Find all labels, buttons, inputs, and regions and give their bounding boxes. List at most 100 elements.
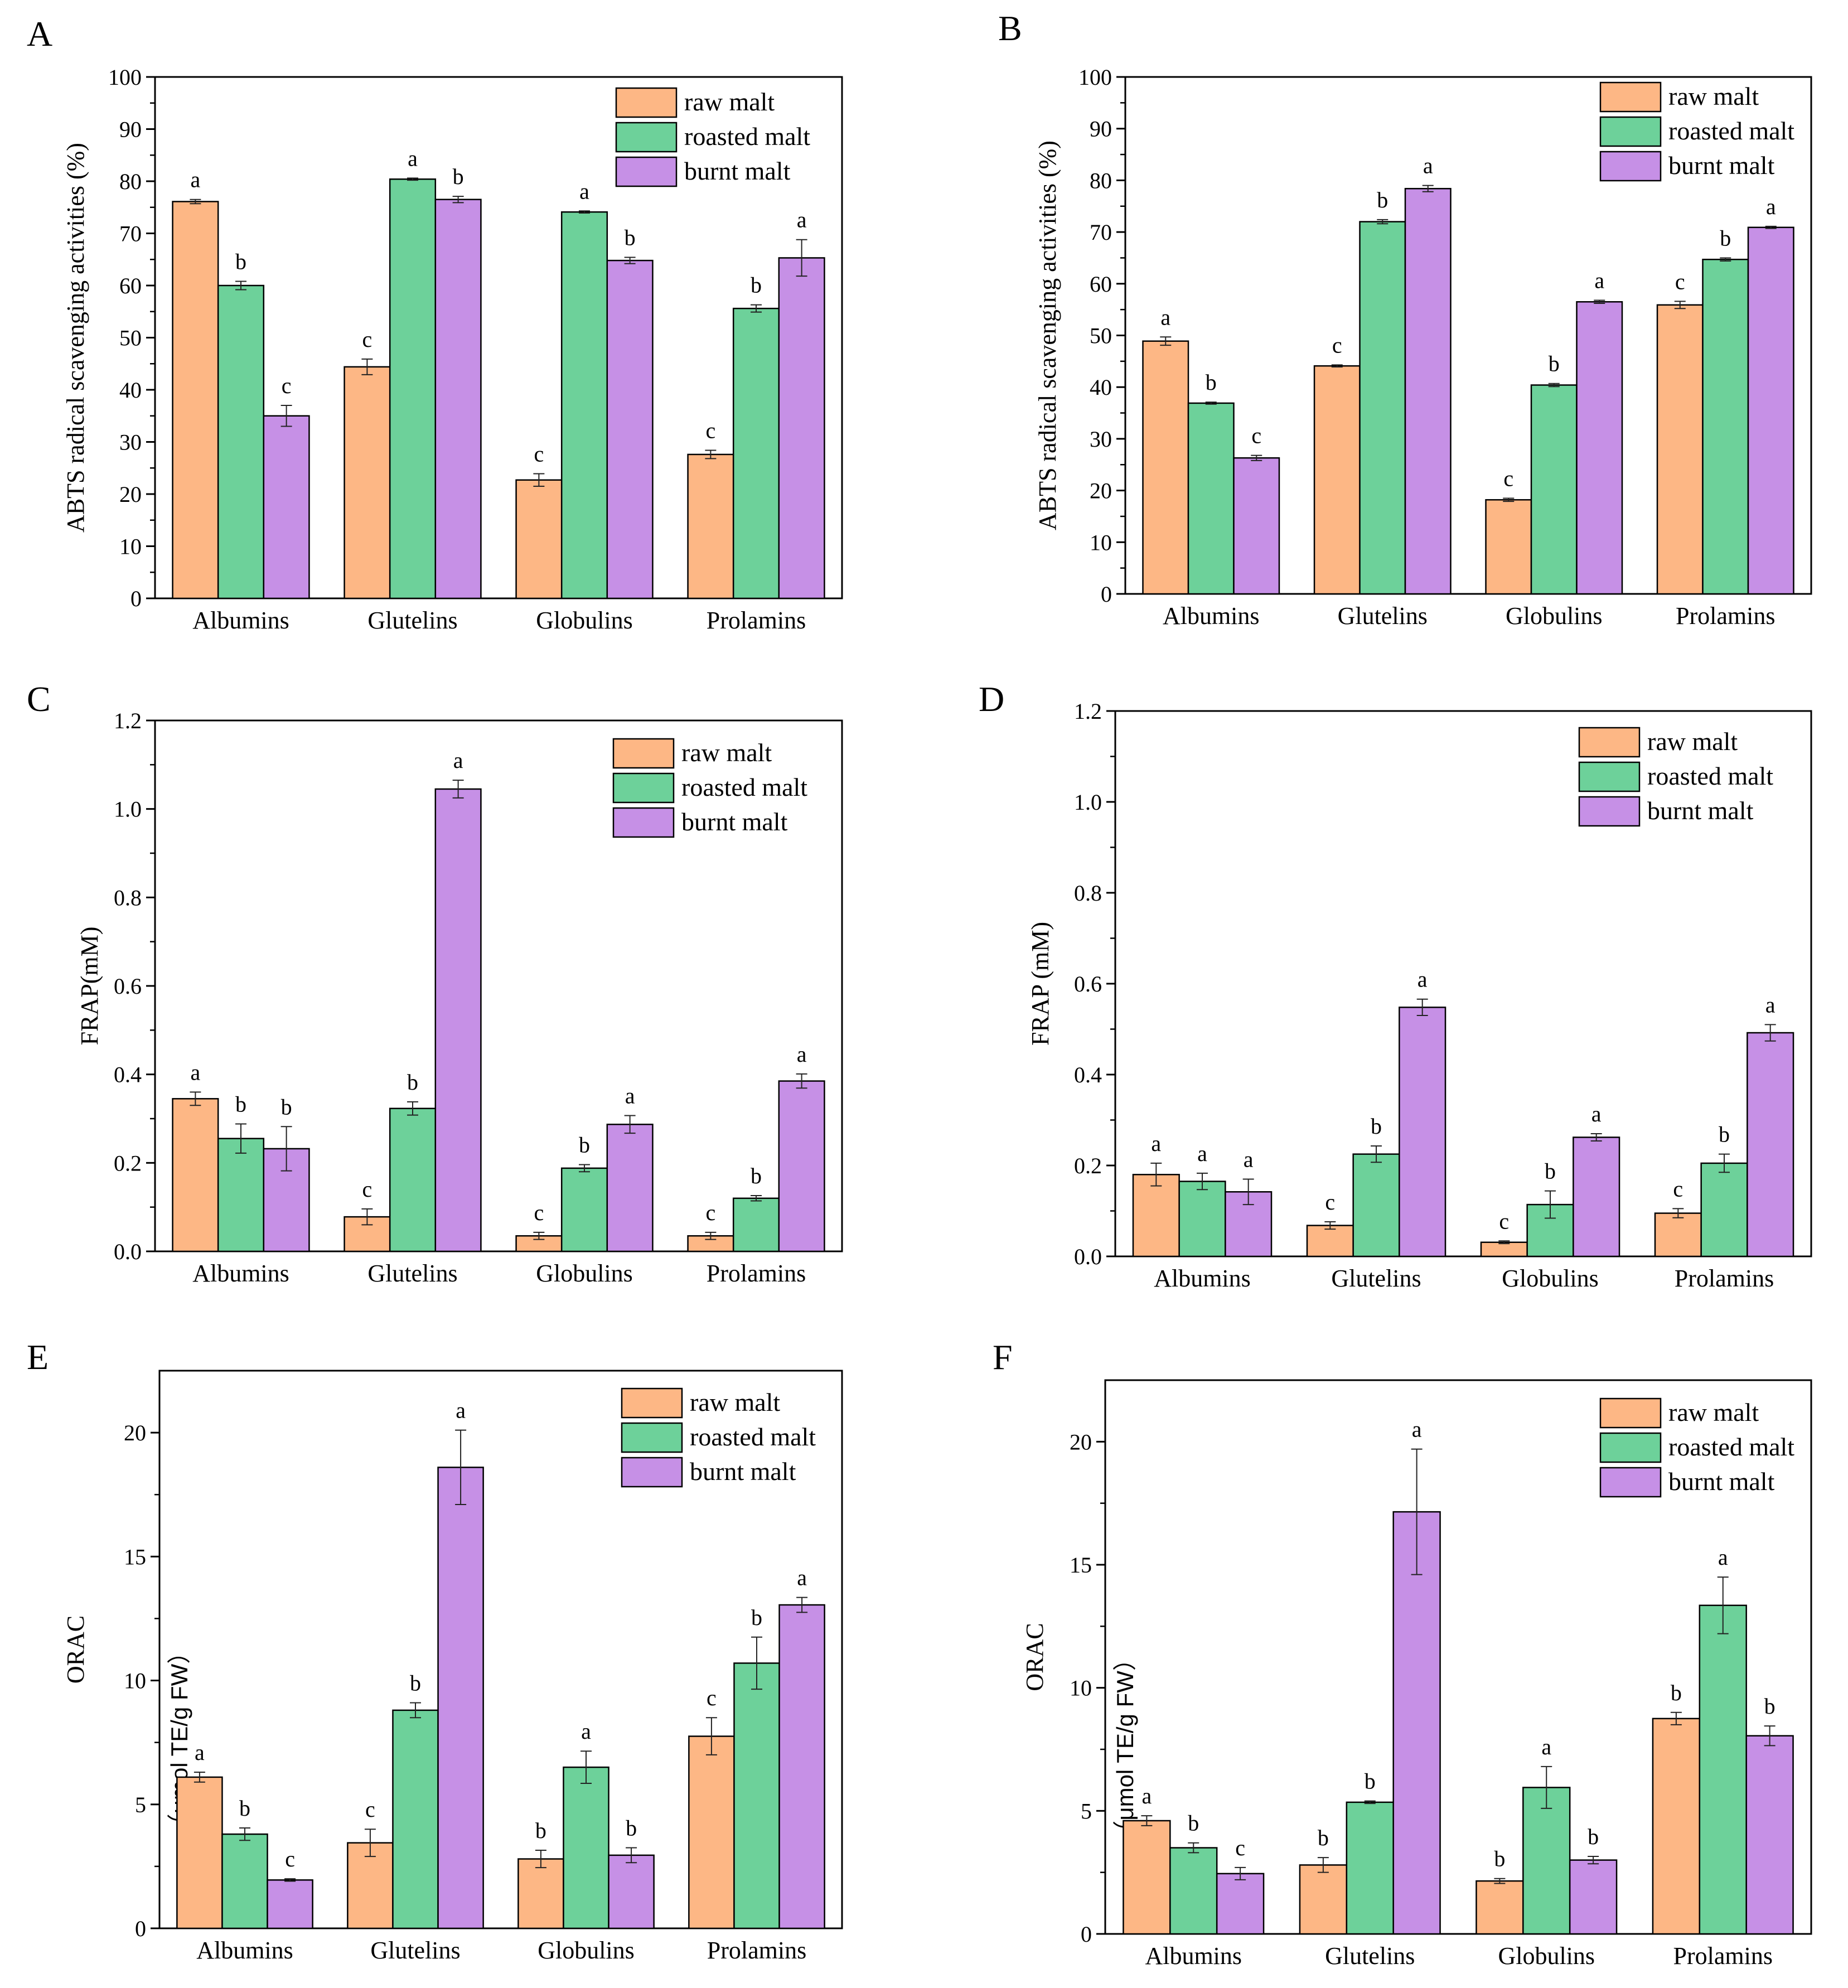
y-tick-label: 0.4 xyxy=(114,1062,142,1087)
significance-letter: a xyxy=(1197,1141,1207,1166)
x-category-label: Albumins xyxy=(1145,1942,1242,1970)
significance-letter: c xyxy=(282,373,292,398)
significance-letter: a xyxy=(1765,992,1776,1017)
legend-swatch-burnt xyxy=(1599,1467,1662,1498)
significance-letter: a xyxy=(1594,268,1604,293)
significance-letter: b xyxy=(1764,1694,1776,1719)
y-tick-label: 20 xyxy=(1090,478,1112,504)
panel-letter: D xyxy=(979,679,1004,719)
bar-roasted-glutelins xyxy=(392,1709,439,1929)
y-tick-label: 10 xyxy=(124,1668,146,1694)
y-tick-label: 20 xyxy=(1070,1429,1092,1454)
significance-letter: c xyxy=(362,1177,372,1202)
significance-letter: c xyxy=(705,1200,715,1225)
x-category-label: Prolamins xyxy=(707,1260,806,1287)
bar-burnt-prolamins xyxy=(1745,1735,1794,1935)
x-category-label: Glutelins xyxy=(1331,1265,1421,1292)
x-category-label: Glutelins xyxy=(367,1260,457,1287)
significance-letter: b xyxy=(1549,351,1560,376)
bar-raw-globulins xyxy=(515,479,563,599)
bar-roasted-prolamins xyxy=(1700,1162,1748,1257)
x-category-label: Globulins xyxy=(1506,602,1603,630)
bar-raw-prolamins xyxy=(687,453,734,599)
legend-swatch-burnt xyxy=(621,1457,683,1488)
y-tick-label: 20 xyxy=(124,1420,146,1445)
legend-swatch-raw xyxy=(615,87,678,118)
y-tick-label: 40 xyxy=(1090,375,1112,400)
significance-letter: b xyxy=(579,1133,590,1158)
bar-burnt-glutelins xyxy=(1404,187,1452,595)
legend-label: raw malt xyxy=(1647,727,1738,756)
significance-letter: b xyxy=(1206,370,1217,395)
y-axis-label: ABTS radical scavenging activities (%) xyxy=(1034,141,1061,530)
bar-roasted-prolamins xyxy=(1699,1604,1747,1935)
x-category-label: Albumins xyxy=(192,607,289,634)
x-category-label: Globulins xyxy=(536,1260,633,1287)
y-tick-label: 0.6 xyxy=(1074,971,1102,997)
y-tick-label: 15 xyxy=(124,1544,146,1569)
significance-letter: b xyxy=(407,1070,418,1095)
significance-letter: b xyxy=(1494,1846,1505,1871)
legend-swatch-raw xyxy=(612,738,675,769)
bar-raw-albumins xyxy=(176,1776,223,1929)
legend-swatch-burnt xyxy=(615,156,678,187)
y-tick-label: 100 xyxy=(108,65,142,90)
x-category-label: Globulins xyxy=(536,607,633,634)
bar-roasted-prolamins xyxy=(732,307,780,599)
significance-letter: b xyxy=(1588,1824,1599,1849)
bar-burnt-globulins xyxy=(1569,1859,1618,1935)
significance-letter: c xyxy=(1251,423,1261,448)
bar-burnt-albumins xyxy=(267,1879,313,1929)
bar-raw-prolamins xyxy=(688,1735,735,1929)
panel-letter: A xyxy=(27,14,52,54)
legend-swatch-raw xyxy=(621,1387,683,1419)
legend-label: burnt malt xyxy=(1647,796,1754,825)
significance-letter: a xyxy=(1151,1131,1161,1156)
y-tick-label: 5 xyxy=(1081,1798,1092,1823)
significance-letter: c xyxy=(1675,269,1685,294)
significance-letter: c xyxy=(285,1846,295,1871)
significance-letter: b xyxy=(453,164,464,189)
legend-label: raw malt xyxy=(1668,82,1759,110)
significance-letter: b xyxy=(1719,1122,1730,1147)
y-tick-label: 0.6 xyxy=(114,974,142,999)
y-tick-label: 0 xyxy=(135,1916,146,1941)
y-tick-label: 70 xyxy=(119,221,142,246)
y-axis-units: （μmol TE/g FW） xyxy=(1112,1647,1138,1844)
bar-raw-glutelins xyxy=(1299,1864,1348,1935)
legend-swatch-roasted xyxy=(615,122,678,153)
bar-roasted-albumins xyxy=(1178,1181,1226,1257)
significance-letter: c xyxy=(1503,466,1513,491)
bar-roasted-globulins xyxy=(560,211,608,599)
x-category-label: Albumins xyxy=(1154,1265,1251,1292)
y-tick-label: 100 xyxy=(1078,65,1112,90)
significance-letter: a xyxy=(1141,1783,1152,1808)
significance-letter: a xyxy=(453,748,463,773)
legend-swatch-raw xyxy=(1578,727,1641,758)
bar-burnt-prolamins xyxy=(778,1080,825,1252)
bar-raw-albumins xyxy=(172,201,219,599)
significance-letter: b xyxy=(751,273,762,298)
x-category-label: Albumins xyxy=(1163,602,1260,630)
bar-burnt-globulins xyxy=(606,259,654,599)
bar-roasted-prolamins xyxy=(732,1197,780,1252)
y-tick-label: 30 xyxy=(119,430,142,455)
significance-letter: a xyxy=(581,1719,591,1744)
significance-letter: a xyxy=(190,167,200,192)
significance-letter: b xyxy=(1371,1114,1382,1139)
legend-label: roasted malt xyxy=(684,122,810,151)
bar-raw-globulins xyxy=(1476,1880,1524,1935)
legend-swatch-roasted xyxy=(1599,116,1662,147)
significance-letter: b xyxy=(1188,1811,1199,1836)
bar-roasted-glutelins xyxy=(1352,1153,1400,1257)
plot-frame xyxy=(1104,1379,1812,1935)
bar-burnt-albumins xyxy=(1216,1873,1265,1935)
bar-raw-prolamins xyxy=(1654,1212,1702,1257)
bar-raw-albumins xyxy=(1142,340,1189,595)
legend-label: raw malt xyxy=(684,88,775,116)
legend-swatch-raw xyxy=(1599,1397,1662,1429)
panel-letter: B xyxy=(998,8,1022,48)
significance-letter: c xyxy=(365,1797,375,1822)
bar-roasted-prolamins xyxy=(733,1662,780,1929)
